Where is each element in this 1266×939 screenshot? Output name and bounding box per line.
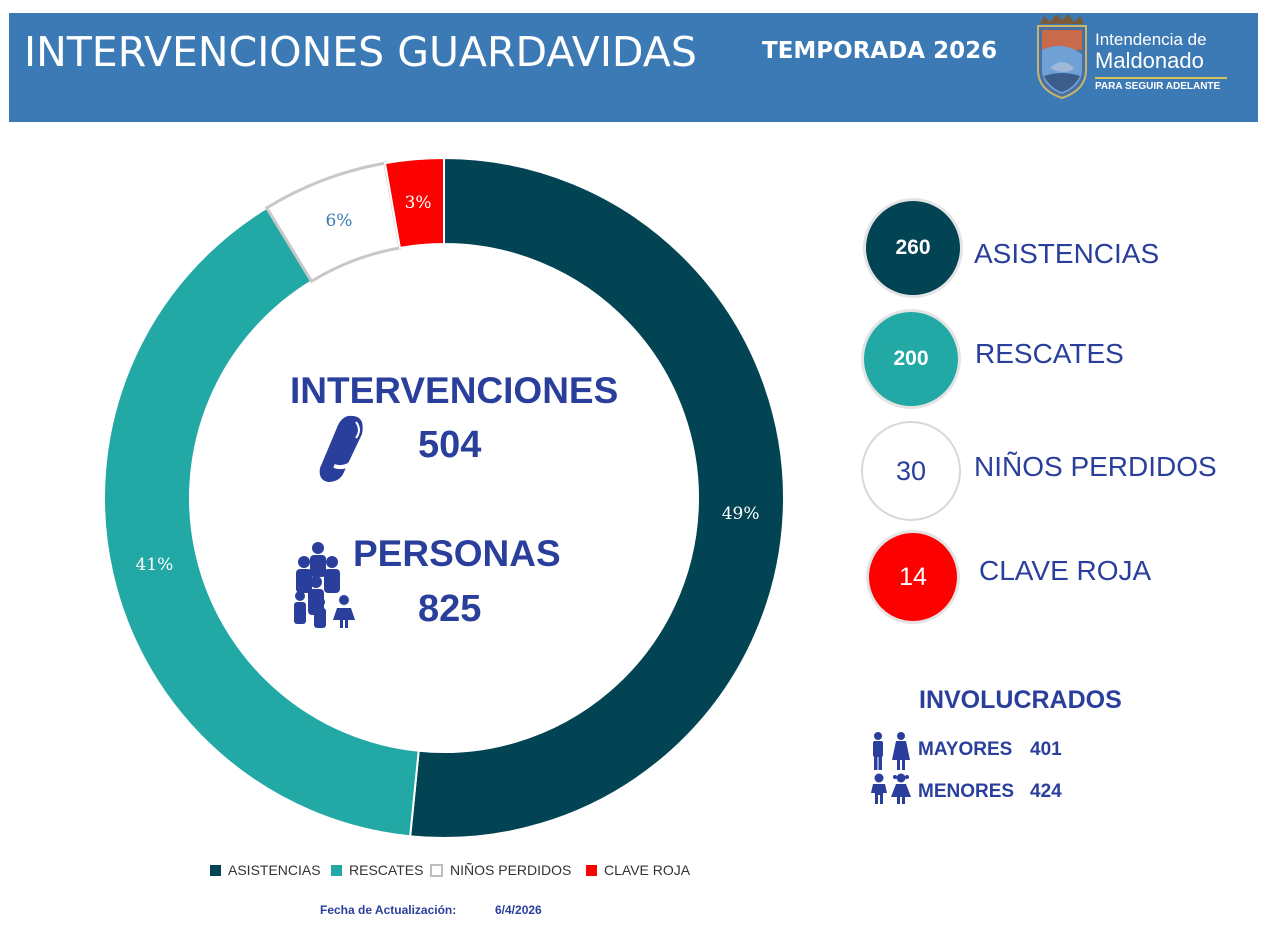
- mayores-label: MAYORES: [918, 739, 1013, 760]
- donut-slice-rescates: [103, 206, 420, 838]
- kpi-rescates-value: 200: [893, 347, 929, 370]
- donut-slice-asistencias: [409, 156, 786, 839]
- legend-label-ninos-perdidos: NIÑOS PERDIDOS: [450, 862, 572, 878]
- page-subtitle: TEMPORADA 2026: [762, 38, 998, 64]
- donut-label-asistencias: 49%: [722, 504, 760, 524]
- logo-line2: Maldonado: [1095, 48, 1204, 73]
- kpi-ninos-perdidos-label: NIÑOS PERDIDOS: [974, 451, 1217, 482]
- donut-slice-clave-roja: [383, 156, 445, 250]
- people-group-icon: [294, 542, 355, 628]
- legend-item-clave-roja: CLAVE ROJA: [586, 862, 690, 878]
- legend-label-asistencias: ASISTENCIAS: [228, 862, 321, 878]
- legend-label-rescates: RESCATES: [349, 862, 424, 878]
- kpi-clave-roja-value: 14: [899, 562, 927, 591]
- donut-label-ninos-perdidos: 6%: [325, 211, 352, 231]
- persons-value: 825: [418, 588, 482, 630]
- kpi-asistencias-value: 260: [895, 236, 931, 259]
- kpi-rescates-circle: 200: [861, 309, 961, 409]
- legend-swatch-rescates: [331, 864, 342, 876]
- page-title: INTERVENCIONES GUARDAVIDAS: [24, 28, 697, 76]
- boy-girl-icon: [871, 773, 911, 804]
- lifebuoy-icon: [319, 415, 363, 482]
- update-date-label: Fecha de Actualización:: [320, 903, 457, 917]
- legend-swatch-asistencias: [210, 864, 221, 876]
- donut-label-clave-roja: 3%: [405, 193, 432, 213]
- mayores-value: 401: [1030, 739, 1062, 760]
- legend-label-clave-roja: CLAVE ROJA: [604, 862, 691, 878]
- menores-label: MENORES: [918, 781, 1015, 802]
- legend-swatch-clave-roja: [586, 864, 597, 876]
- interventions-label: INTERVENCIONES: [290, 370, 619, 411]
- kpi-asistencias-label: ASISTENCIAS: [974, 238, 1160, 269]
- logo-line1: Intendencia de: [1095, 30, 1207, 49]
- donut-label-rescates: 41%: [136, 555, 174, 575]
- menores-value: 424: [1030, 781, 1062, 802]
- update-date-value: 6/4/2026: [495, 903, 542, 917]
- legend-item-rescates: RESCATES: [331, 862, 423, 878]
- logo-divider: [1095, 77, 1227, 79]
- legend-swatch-ninos-perdidos: [430, 863, 443, 877]
- legend-item-asistencias: ASISTENCIAS: [210, 862, 321, 878]
- kpi-ninos-perdidos-circle: 30: [861, 421, 961, 521]
- maldonado-coat-of-arms-icon: [1037, 14, 1087, 100]
- kpi-clave-roja-circle: 14: [866, 530, 960, 624]
- logo-line3: PARA SEGUIR ADELANTE: [1095, 81, 1221, 92]
- kpi-ninos-perdidos-value: 30: [895, 455, 927, 486]
- kpi-clave-roja-label: CLAVE ROJA: [979, 555, 1152, 586]
- kpi-asistencias-circle: 260: [863, 198, 963, 298]
- kpi-rescates-label: RESCATES: [975, 338, 1124, 369]
- persons-label: PERSONAS: [353, 533, 561, 574]
- man-woman-icon: [873, 732, 910, 770]
- legend-item-ninos-perdidos: NIÑOS PERDIDOS: [430, 862, 571, 878]
- involucrados-title: INVOLUCRADOS: [919, 686, 1122, 714]
- interventions-value: 504: [418, 424, 482, 466]
